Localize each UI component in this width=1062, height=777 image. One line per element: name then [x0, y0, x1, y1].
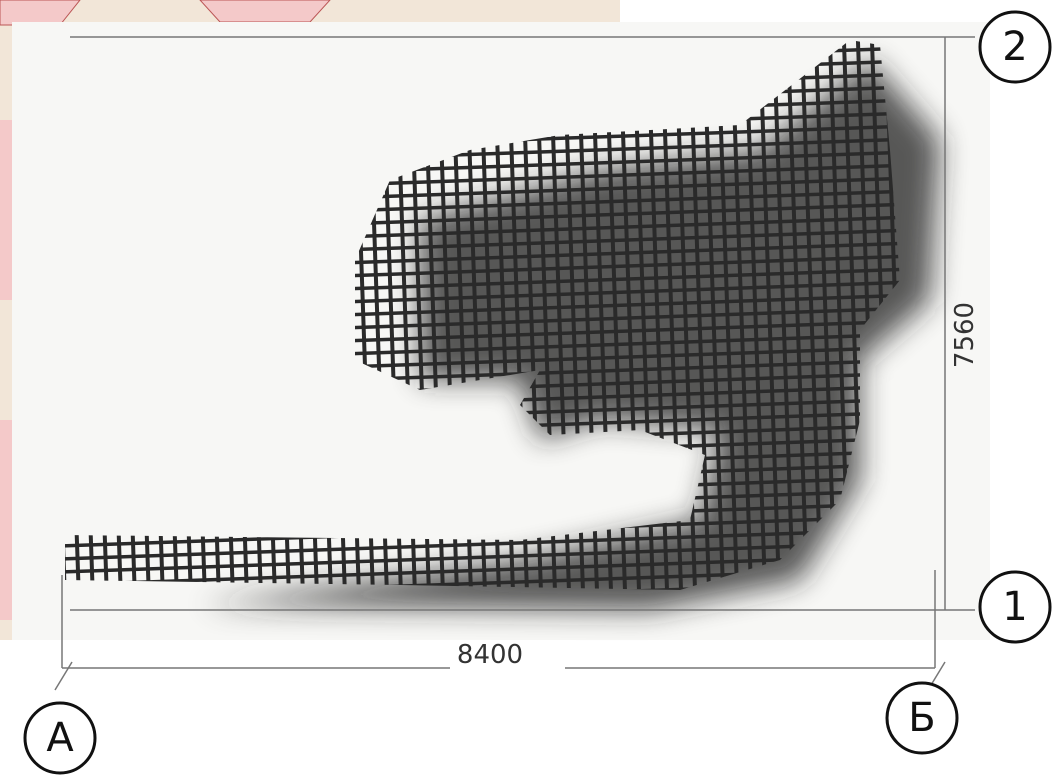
dimension-lines — [54, 36, 975, 691]
axis-label: 2 — [1002, 24, 1027, 70]
height-dimension: 7560 — [950, 302, 980, 368]
label-bg — [450, 660, 565, 676]
axis-label: 1 — [1002, 584, 1027, 630]
axis-bubbles — [23, 10, 1052, 775]
width-dimension: 8400 — [457, 640, 523, 670]
map-fragment — [0, 0, 620, 640]
axis-label: А — [46, 715, 74, 761]
axis-label: Б — [908, 695, 935, 741]
